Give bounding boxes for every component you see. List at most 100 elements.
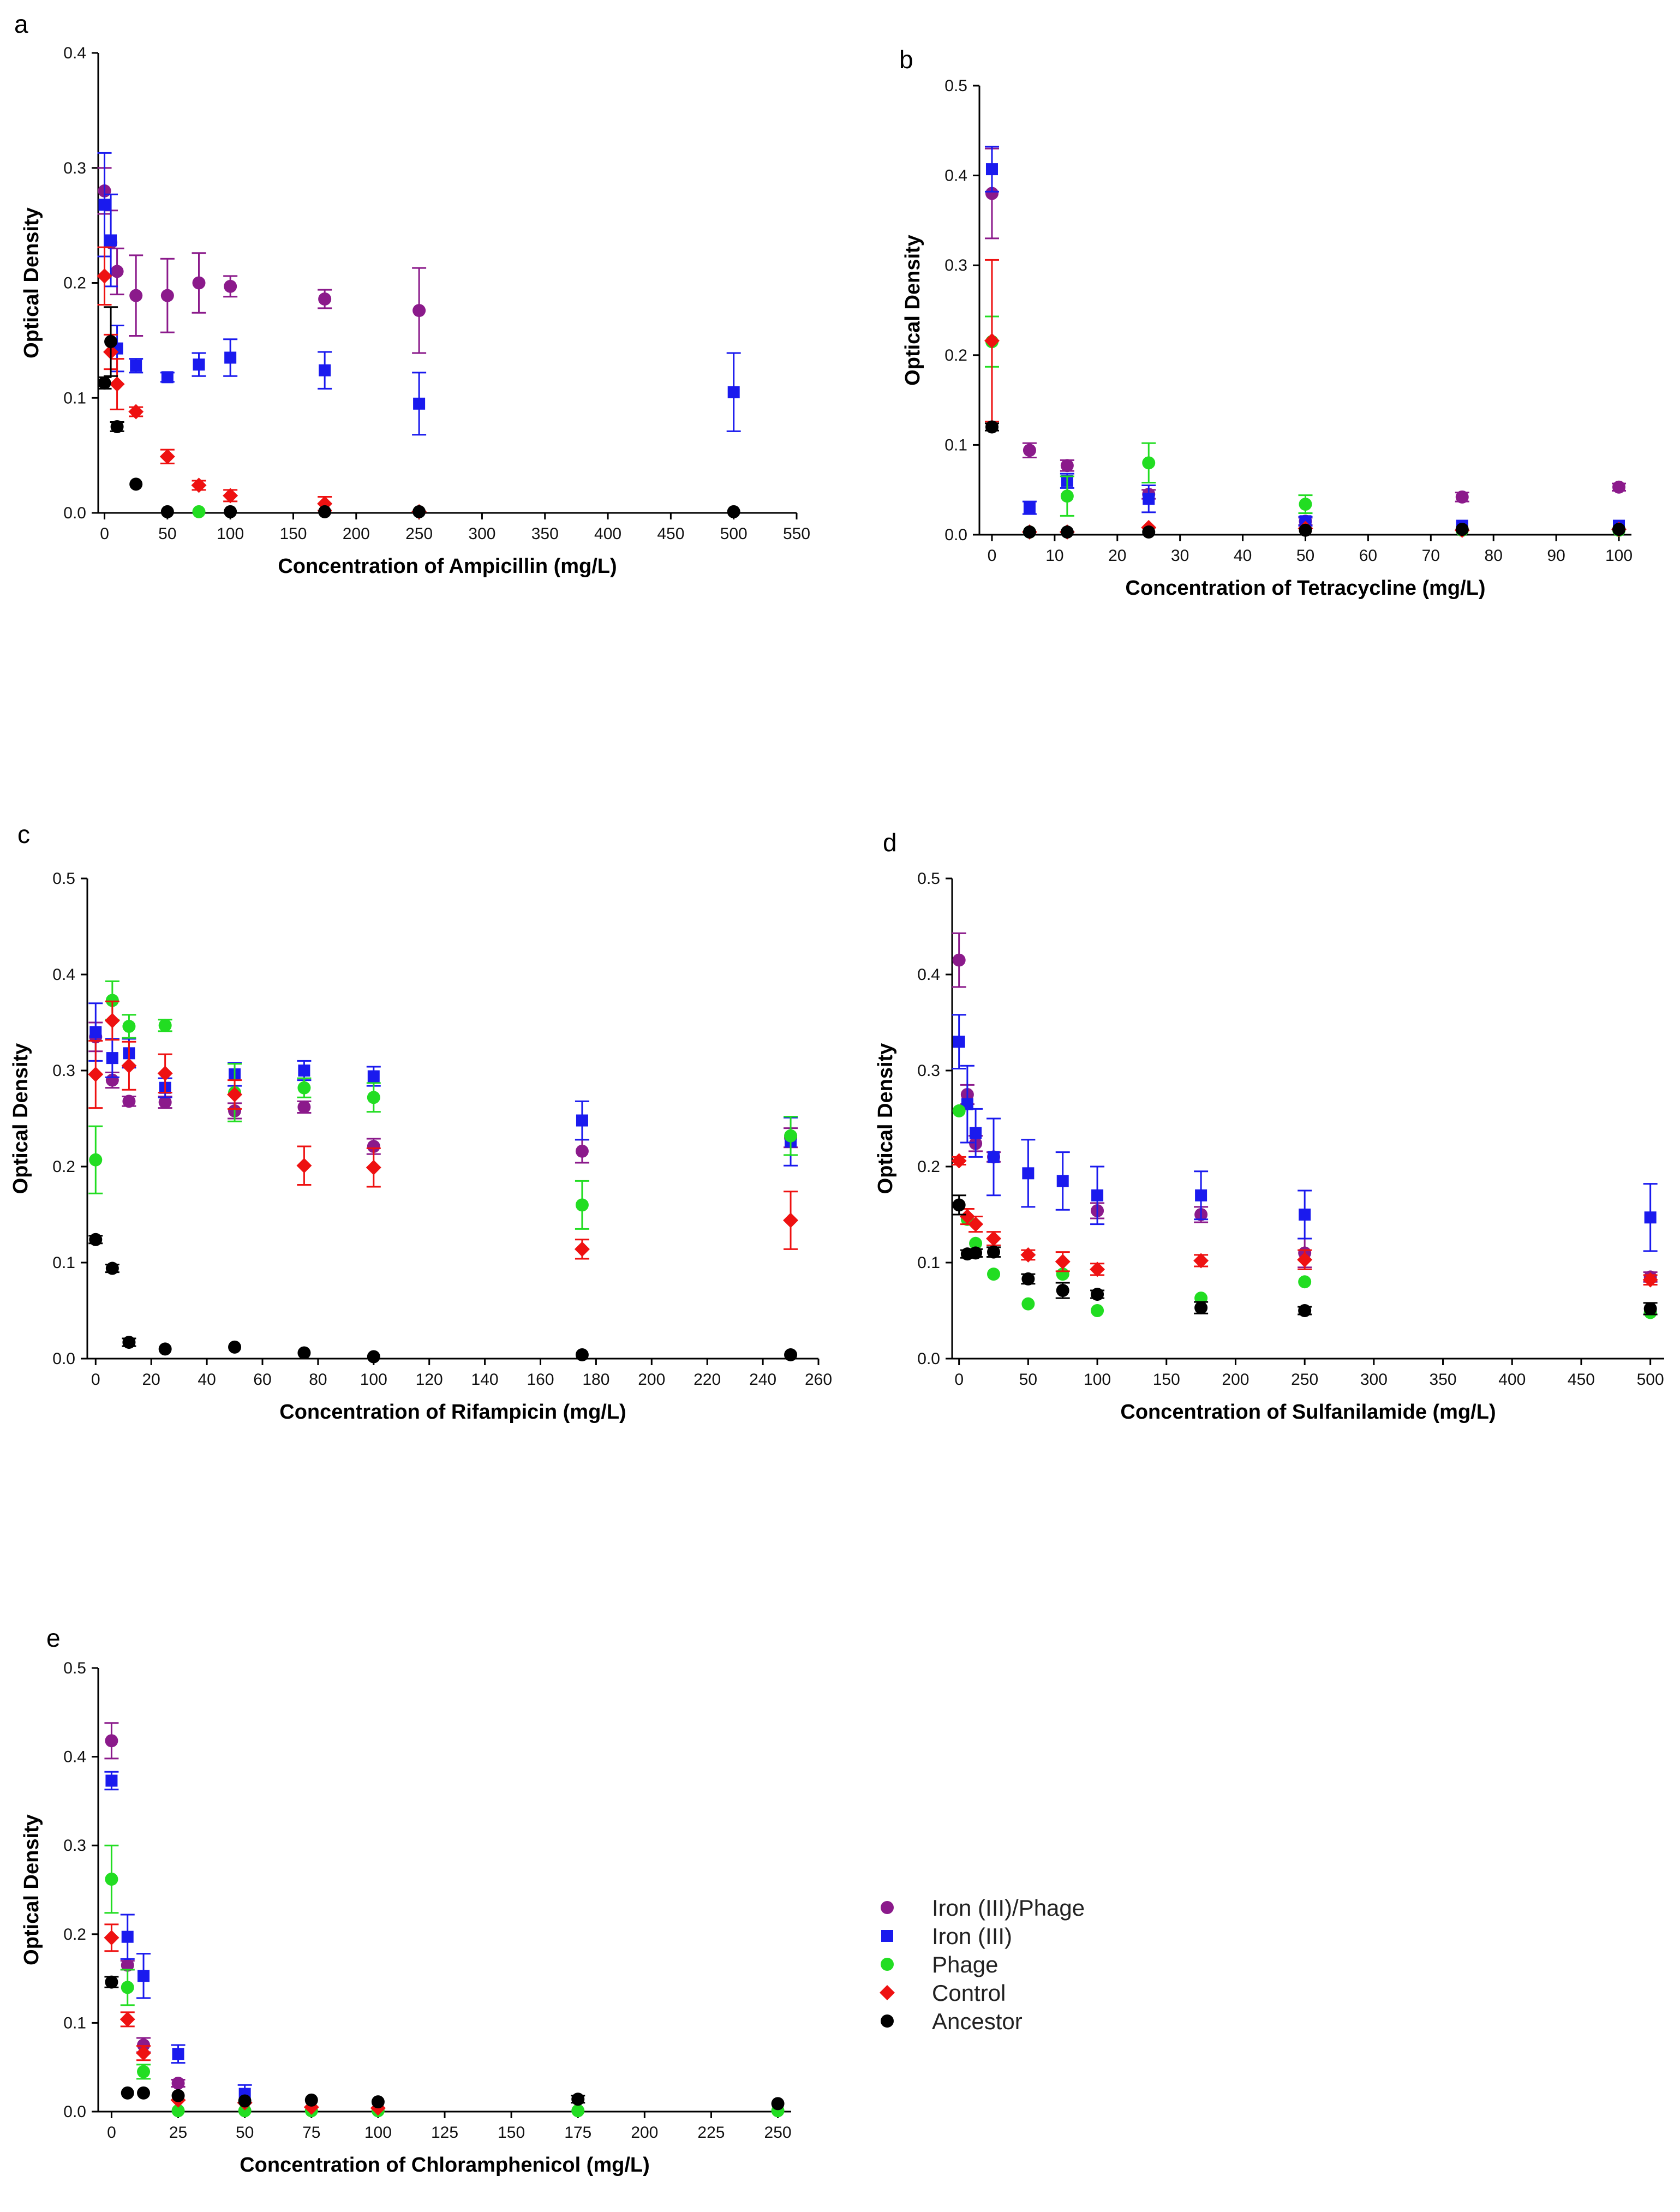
x-tick-label: 60 [1359, 547, 1377, 565]
data-point [1299, 523, 1312, 537]
legend-marker [881, 1901, 894, 1914]
data-point [1023, 525, 1036, 539]
data-point [727, 386, 740, 398]
y-tick-label: 0.3 [944, 256, 967, 274]
data-point [575, 1144, 589, 1158]
data-point [367, 1070, 380, 1083]
data-point [1023, 444, 1036, 457]
x-tick-label: 20 [142, 1371, 160, 1389]
y-tick-label: 0.2 [917, 1158, 940, 1176]
data-point [959, 1209, 975, 1224]
data-point [318, 292, 332, 306]
data-point [1091, 1304, 1104, 1317]
x-tick-label: 90 [1547, 547, 1565, 565]
data-point [987, 1268, 1001, 1281]
x-axis-title: Concentration of Sulfanilamide (mg/L) [1120, 1401, 1496, 1424]
data-point [1612, 523, 1626, 536]
data-point [952, 1198, 966, 1212]
data-point [104, 1013, 120, 1029]
legend-marker [880, 1985, 895, 2000]
y-tick-label: 0.4 [52, 966, 75, 984]
data-point [105, 1975, 118, 1989]
x-tick-label: 140 [471, 1371, 499, 1389]
x-tick-label: 240 [749, 1371, 776, 1389]
x-tick-label: 50 [236, 2124, 254, 2142]
legend-label: Ancestor [932, 2008, 1023, 2034]
x-tick-label: 550 [783, 525, 810, 543]
x-tick-label: 400 [1498, 1371, 1526, 1389]
x-tick-label: 180 [582, 1371, 609, 1389]
data-point [121, 2086, 134, 2100]
data-point [105, 1774, 118, 1787]
data-point [1091, 1189, 1104, 1201]
x-tick-label: 350 [531, 525, 559, 543]
x-tick-label: 40 [1234, 547, 1252, 565]
x-tick-label: 75 [302, 2124, 320, 2142]
data-point [129, 477, 143, 491]
legend-marker [881, 1930, 893, 1942]
x-tick-label: 0 [91, 1371, 100, 1389]
series-control [97, 246, 427, 519]
x-tick-label: 220 [693, 1371, 721, 1389]
data-point [1142, 456, 1156, 470]
y-tick-label: 0.5 [917, 870, 940, 888]
data-point [105, 1872, 118, 1886]
data-point [122, 1336, 136, 1349]
legend-label: Control [932, 1980, 1006, 2006]
x-tick-label: 30 [1171, 547, 1189, 565]
data-point [122, 1095, 136, 1108]
legend-item: Iron (III) [881, 1923, 1012, 1949]
data-point [1056, 1284, 1069, 1298]
chart-panel-d: d 0.0 0.1 0.2 0.3 0.4 0.5 0 50 100 150 200 250 300 350… [874, 828, 1664, 1424]
data-point [136, 2045, 152, 2061]
x-tick-label: 0 [100, 525, 109, 543]
x-tick-label: 500 [1637, 1371, 1664, 1389]
x-tick-label: 100 [217, 525, 244, 543]
data-point [122, 1020, 136, 1033]
data-point [121, 1930, 134, 1943]
series-phage [104, 1844, 785, 2118]
y-tick-label: 0.2 [52, 1158, 75, 1176]
data-point [224, 505, 237, 518]
data-point [1297, 1252, 1313, 1268]
panel-label: c [17, 820, 30, 848]
series-phage [984, 315, 1626, 539]
data-point [304, 2093, 318, 2107]
data-point [1298, 1304, 1312, 1317]
series-ancestor [984, 420, 1626, 539]
legend-marker [881, 2014, 894, 2028]
data-point [129, 289, 143, 302]
data-point [110, 265, 124, 278]
y-tick-label: 0.2 [63, 1926, 86, 1944]
data-point [158, 1342, 172, 1356]
data-point [783, 1212, 799, 1228]
data-point [576, 1114, 588, 1127]
data-point [109, 376, 125, 392]
data-point [985, 187, 999, 200]
x-tick-label: 200 [631, 2124, 658, 2142]
data-point [1644, 1211, 1657, 1224]
data-point [137, 1970, 150, 1982]
x-tick-label: 200 [638, 1371, 665, 1389]
series-iron_phage [984, 147, 1627, 528]
data-point [574, 1241, 590, 1257]
series-ancestor [952, 1194, 1658, 1317]
panel-label: b [899, 45, 913, 74]
x-tick-label: 100 [364, 2124, 392, 2142]
series-ancestor [97, 306, 740, 518]
data-point [104, 1930, 119, 1946]
data-point [110, 420, 124, 433]
data-point [137, 2038, 151, 2052]
x-tick-label: 0 [988, 547, 997, 565]
y-tick-label: 0.0 [63, 2103, 86, 2121]
data-point [104, 334, 118, 348]
y-tick-label: 0.2 [63, 274, 86, 292]
data-point [171, 2104, 185, 2118]
data-point [1612, 480, 1626, 494]
data-point [412, 304, 426, 318]
data-point [984, 333, 1000, 349]
x-tick-label: 100 [360, 1371, 387, 1389]
data-point [366, 1159, 381, 1175]
y-axis-title: Optical Density [874, 1043, 897, 1194]
